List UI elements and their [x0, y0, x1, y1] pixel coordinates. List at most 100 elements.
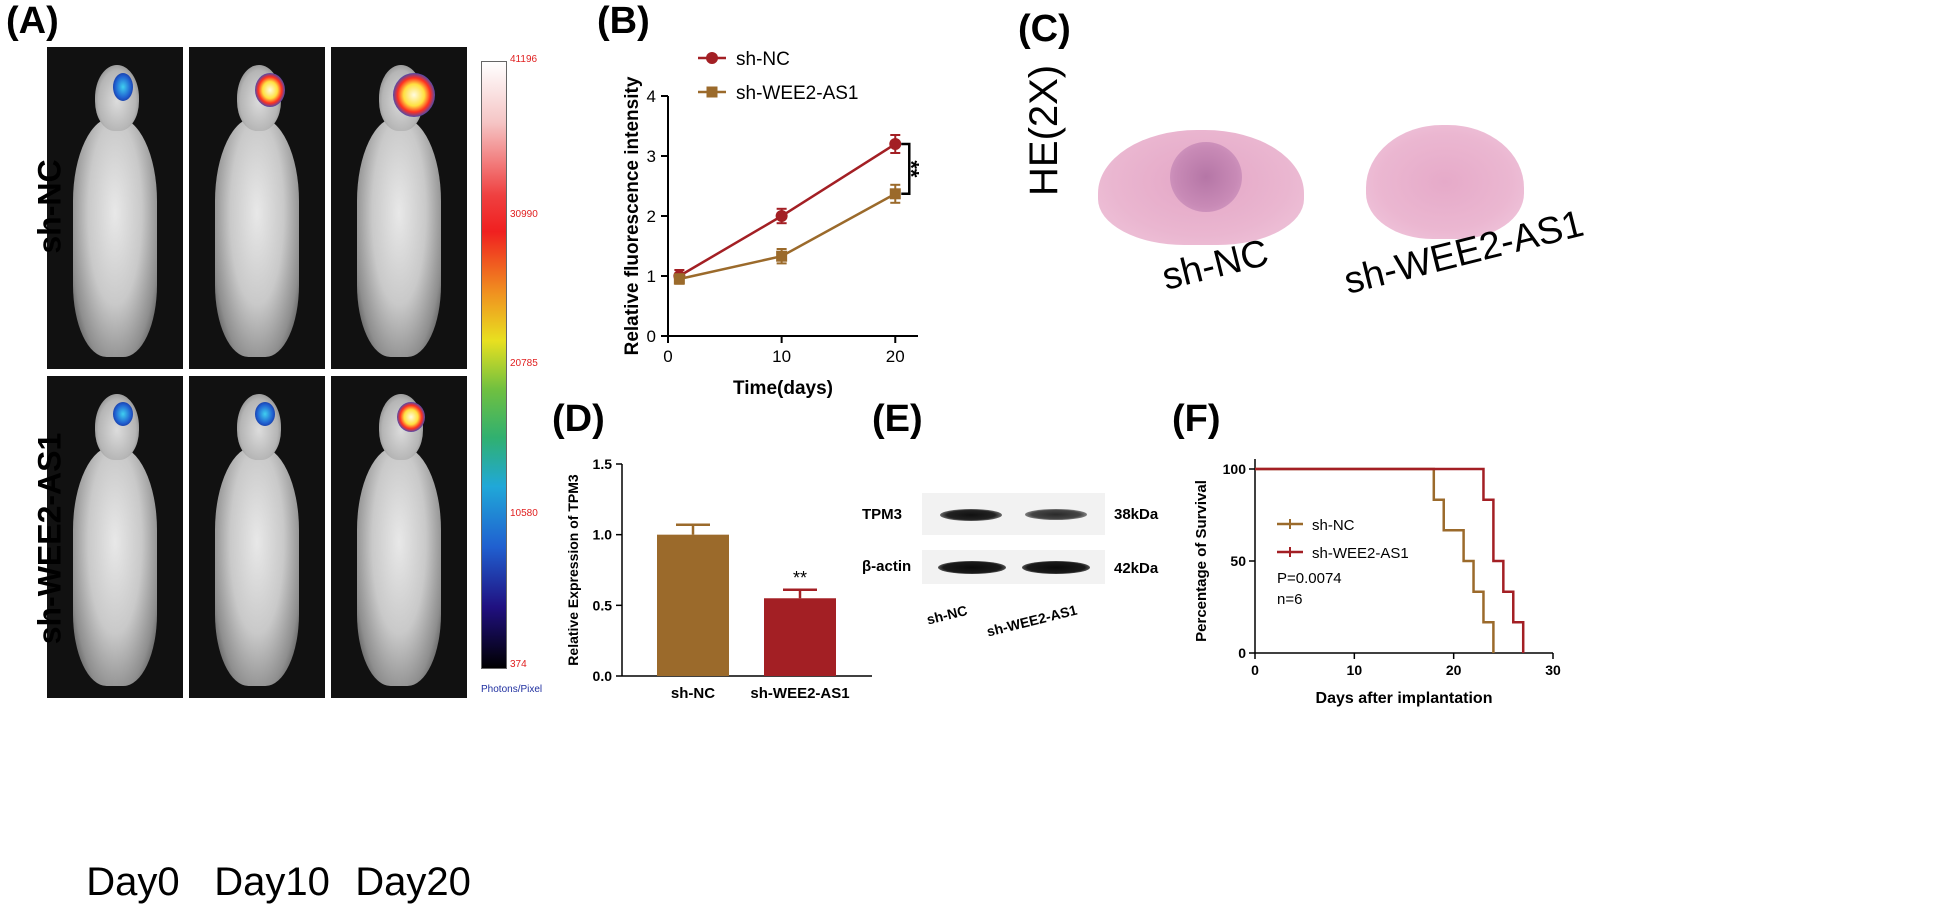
- panel-d-letter: (D): [552, 398, 605, 440]
- y-tick-label: 0.5: [593, 597, 613, 613]
- luminescence-signal: [255, 73, 285, 107]
- band-tpm3-sh-wee2-as1: [1025, 509, 1087, 520]
- colorbar-unit: Photons/Pixel: [481, 684, 543, 695]
- p-value: P=0.0074: [1277, 570, 1342, 587]
- tumor-mass: [1170, 142, 1242, 212]
- y-tick-label: 0: [647, 327, 656, 346]
- legend-marker: [706, 86, 718, 98]
- he-stain-label: HE(2X): [1022, 64, 1066, 196]
- significance-stars: **: [898, 160, 923, 178]
- colorbar-tick-4: 10580: [510, 508, 538, 519]
- band-actin-sh-nc: [938, 561, 1006, 574]
- y-tick-label: 1.0: [593, 527, 613, 543]
- brain-section-sh-wee2-as1: [1366, 125, 1524, 239]
- y-tick-label: 1: [647, 267, 656, 286]
- bar-1: [764, 598, 836, 676]
- y-axis-label: Relative fluorescence intensity: [622, 76, 643, 355]
- panel-a-letter: (A): [6, 0, 59, 42]
- y-axis-label: Relative Expression of TPM3: [565, 474, 581, 666]
- blot-beta-actin: [922, 550, 1105, 584]
- mouse-image-0-2: [331, 47, 467, 369]
- row-label-sh-nc: sh-NC: [31, 159, 68, 254]
- significance-bracket: [901, 142, 911, 196]
- data-point: [776, 250, 788, 262]
- sample-size: n=6: [1277, 591, 1302, 608]
- legend-label: sh-WEE2-AS1: [736, 83, 858, 104]
- x-tick-label: 30: [1545, 662, 1561, 678]
- blot-tpm3: [922, 493, 1105, 535]
- luminescence-signal: [393, 73, 435, 117]
- mouse-body: [215, 446, 299, 686]
- y-tick-label: 0.0: [593, 668, 613, 684]
- y-tick-label: 50: [1230, 553, 1246, 569]
- legend-label: sh-WEE2-AS1: [1312, 545, 1409, 562]
- day-label-0: Day0: [86, 860, 180, 904]
- legend-marker: [706, 52, 718, 64]
- x-tick-label: 20: [886, 347, 905, 366]
- blot-label-tpm3: TPM3: [862, 506, 903, 523]
- day-label-10: Day10: [214, 860, 330, 904]
- mouse-body: [357, 446, 441, 686]
- data-point: [889, 188, 901, 200]
- band-tpm3-sh-nc: [940, 509, 1002, 521]
- data-point: [775, 210, 788, 222]
- lane-label-sh-nc: sh-NC: [925, 602, 969, 628]
- mouse-body: [215, 117, 299, 357]
- y-tick-label: 100: [1223, 461, 1247, 477]
- legend-label: sh-NC: [1312, 517, 1355, 534]
- y-axis-label: Percentage of Survival: [1193, 480, 1210, 642]
- colorbar-tick-max: 41196: [510, 54, 538, 65]
- panel-b-letter: (B): [597, 0, 650, 42]
- mouse-image-1-1: [189, 376, 325, 698]
- x-tick-label: 10: [772, 347, 791, 366]
- y-tick-label: 4: [647, 87, 656, 106]
- luminescence-signal: [113, 402, 133, 426]
- luminescence-signal: [255, 402, 275, 426]
- significance-stars: **: [793, 568, 807, 588]
- y-tick-label: 1.5: [593, 456, 613, 472]
- colorbar-tick-min: 374: [510, 659, 527, 670]
- luminescence-signal: [113, 73, 133, 101]
- mouse-body: [73, 446, 157, 686]
- blot-size-tpm3: 38kDa: [1114, 506, 1159, 523]
- blot-label-beta-actin: β-actin: [862, 558, 912, 575]
- x-tick-label: 0: [1251, 662, 1259, 678]
- x-category-label: sh-NC: [671, 685, 715, 702]
- data-point: [889, 138, 902, 150]
- colorbar: [481, 61, 507, 669]
- lane-label-sh-wee2-as1: sh-WEE2-AS1: [985, 601, 1079, 640]
- mouse-image-1-0: [47, 376, 183, 698]
- luminescence-signal: [397, 402, 425, 432]
- legend-label: sh-NC: [736, 49, 790, 70]
- brain-section-sh-nc: [1098, 130, 1304, 245]
- mouse-image-0-1: [189, 47, 325, 369]
- panel-c-letter: (C): [1018, 8, 1071, 50]
- colorbar-tick-3: 20785: [510, 358, 538, 369]
- colorbar-tick-2: 30990: [510, 209, 538, 220]
- mouse-body: [73, 117, 157, 357]
- y-tick-label: 3: [647, 147, 656, 166]
- panel-f-letter: (F): [1172, 398, 1221, 440]
- mouse-image-1-2: [331, 376, 467, 698]
- day-label-20: Day20: [355, 860, 471, 904]
- row-label-sh-wee2-as1: sh-WEE2-AS1: [31, 432, 68, 645]
- mouse-body: [357, 117, 441, 357]
- survival-curve-1: [1255, 467, 1525, 653]
- x-tick-label: 10: [1347, 662, 1363, 678]
- band-actin-sh-wee2-as1: [1022, 561, 1090, 574]
- data-point: [673, 273, 685, 285]
- survival-curve-0: [1255, 467, 1495, 653]
- panel-e-letter: (E): [872, 398, 923, 440]
- x-axis-label: Days after implantation: [1316, 690, 1493, 707]
- blot-size-beta-actin: 42kDa: [1114, 560, 1159, 577]
- chart-d: 0.0 0.5 1.0 1.5 Relative Expression of TPM3 s…: [565, 456, 872, 702]
- chart-b: 0 1 2 3 4 0 10 20 Time(days) Relative fluorescenc…: [622, 49, 923, 399]
- bar-0: [657, 534, 729, 676]
- x-category-label: sh-WEE2-AS1: [750, 685, 849, 702]
- series-line-1: [679, 192, 896, 281]
- series-line-0: [678, 142, 896, 278]
- mouse-image-0-0: [47, 47, 183, 369]
- x-tick-label: 0: [663, 347, 672, 366]
- chart-f: 0 50 100 0 10 20 30 Days after implantation Perc…: [1193, 459, 1561, 707]
- y-tick-label: 2: [647, 207, 656, 226]
